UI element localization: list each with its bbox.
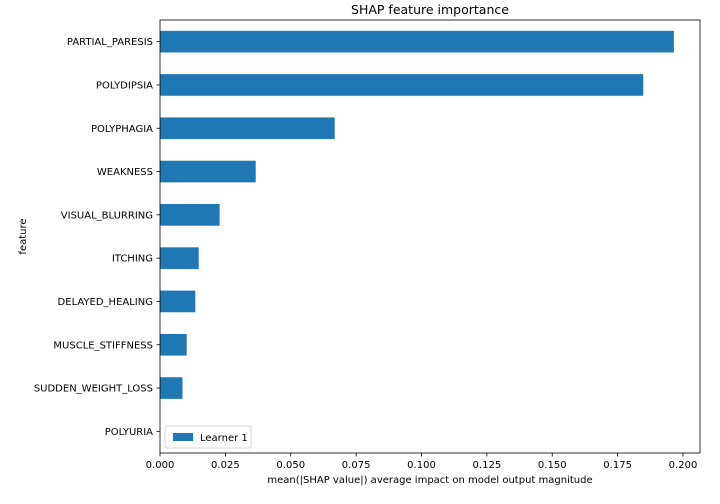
bar-partial-paresis: [160, 30, 674, 53]
legend-label: Learner 1: [200, 433, 248, 444]
bar-polydipsia: [160, 74, 644, 96]
x-tick-label: 0.025: [211, 460, 240, 471]
x-tick-label: 0.075: [342, 460, 371, 471]
x-tick-label: 0.125: [473, 460, 502, 471]
y-tick-label: PARTIAL_PARESIS: [67, 37, 153, 48]
bar-muscle-stiffness: [160, 333, 187, 356]
bar-weakness: [160, 160, 256, 183]
y-tick-label: POLYPHAGIA: [91, 124, 153, 135]
bar-delayed-healing: [160, 290, 196, 313]
y-tick-label: VISUAL_BLURRING: [61, 210, 153, 221]
y-tick-label: DELAYED_HEALING: [58, 297, 153, 308]
bar-polyphagia: [160, 117, 335, 140]
bar-visual-blurring: [160, 204, 220, 226]
x-tick-label: 0.050: [276, 460, 305, 471]
bars-group: [160, 30, 674, 399]
y-ticks-group: PARTIAL_PARESIS POLYDIPSIA POLYPHAGIA WEAKN…: [34, 37, 160, 438]
y-tick-label: POLYDIPSIA: [96, 80, 153, 91]
x-ticks-group: 0.000 0.025 0.050 0.075 0.100 0.125 0.150 0.175…: [146, 453, 698, 471]
chart-title: SHAP feature importance: [351, 2, 509, 17]
x-tick-label: 0.000: [146, 460, 175, 471]
bar-sudden-weight-loss: [160, 377, 183, 399]
y-tick-label: SUDDEN_WEIGHT_LOSS: [34, 384, 153, 395]
legend-box: [164, 425, 252, 449]
x-tick-label: 0.100: [407, 460, 436, 471]
y-axis-label: feature: [18, 218, 29, 254]
x-tick-label: 0.200: [669, 460, 698, 471]
legend: Learner 1: [164, 425, 252, 449]
legend-swatch: [173, 433, 193, 441]
plot-frame: [159, 19, 701, 454]
y-tick-label: POLYURIA: [105, 427, 153, 438]
x-tick-label: 0.150: [538, 460, 567, 471]
y-tick-label: ITCHING: [112, 254, 153, 265]
y-tick-label: MUSCLE_STIFFNESS: [53, 340, 153, 351]
x-tick-label: 0.175: [603, 460, 632, 471]
y-tick-label: WEAKNESS: [97, 167, 153, 178]
bar-itching: [160, 247, 199, 269]
x-axis-label: mean(|SHAP value|) average impact on mod…: [267, 475, 592, 486]
